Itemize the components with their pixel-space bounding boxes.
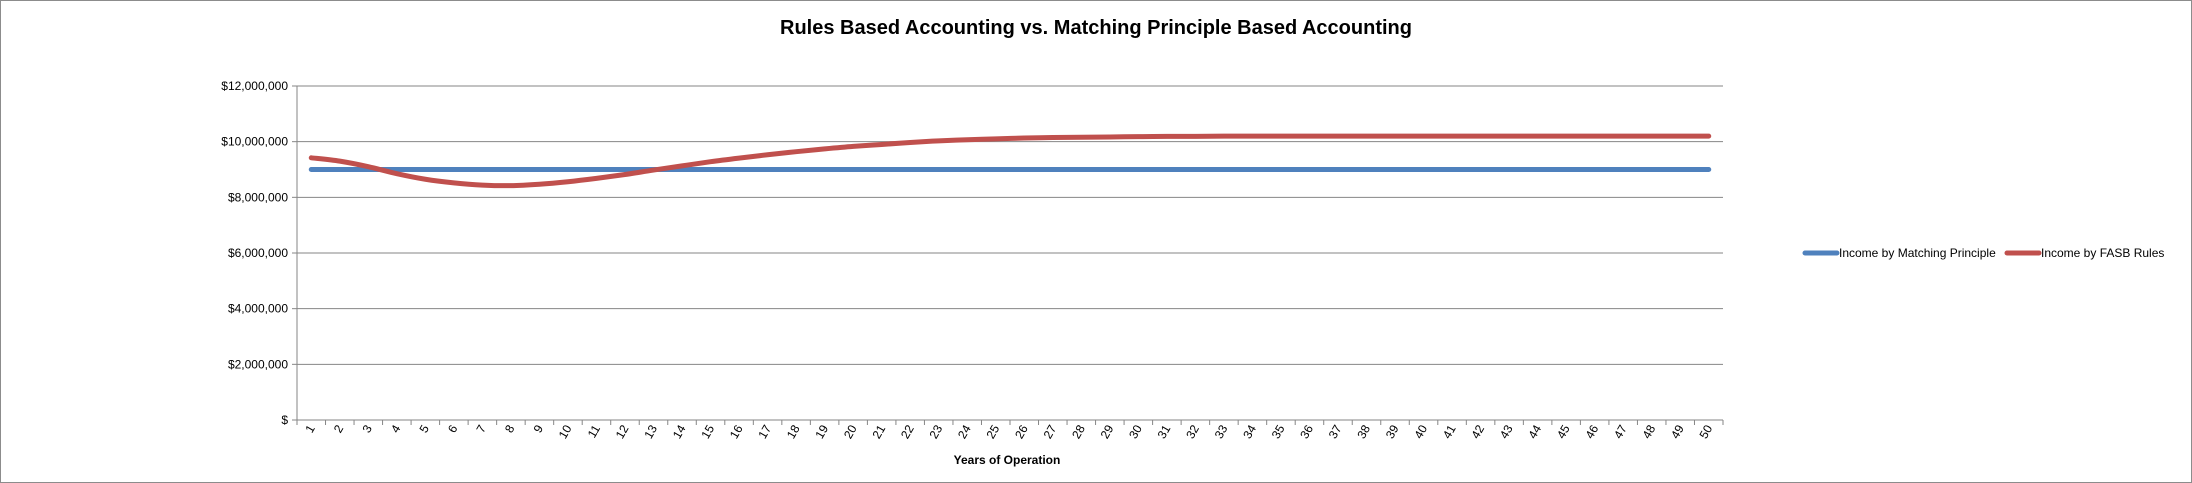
x-tick-label: 49 xyxy=(1668,422,1687,441)
x-tick-label: 9 xyxy=(531,422,547,435)
x-tick-label: 42 xyxy=(1468,422,1487,441)
x-tick-label: 22 xyxy=(898,422,917,441)
x-tick-label: 43 xyxy=(1497,422,1516,441)
y-tick-label: $4,000,000 xyxy=(228,302,288,316)
x-tick-label: 5 xyxy=(416,422,432,435)
x-tick-label: 16 xyxy=(727,422,746,441)
x-tick-label: 26 xyxy=(1012,422,1031,441)
y-tick-label: $ xyxy=(281,413,288,427)
x-tick-label: 37 xyxy=(1326,422,1345,441)
x-tick-label: 28 xyxy=(1069,422,1088,441)
x-tick-label: 8 xyxy=(502,422,518,435)
x-tick-label: 25 xyxy=(984,422,1003,441)
x-tick-label: 45 xyxy=(1554,422,1573,441)
x-axis-tick-labels: 1 2 3 4 5 6 7 8 9 10 11 12 13 14 15 16 17 18 19 20 21 22 23 24 2… xyxy=(302,422,1715,441)
x-tick-label: 19 xyxy=(812,422,831,441)
x-axis-title: Years of Operation xyxy=(954,453,1061,467)
x-tick-label: 1 xyxy=(302,422,318,435)
y-axis-tick-labels: $ $2,000,000 $4,000,000 $6,000,000 $8,000,00… xyxy=(221,79,288,427)
x-tick-label: 10 xyxy=(556,422,575,441)
x-tick-label: 44 xyxy=(1525,422,1544,441)
x-tick-label: 17 xyxy=(755,422,774,441)
x-tick-label: 29 xyxy=(1098,422,1117,441)
x-tick-label: 47 xyxy=(1611,422,1630,441)
x-tick-label: 36 xyxy=(1297,422,1316,441)
x-tick-label: 40 xyxy=(1411,422,1430,441)
x-tick-label: 39 xyxy=(1383,422,1402,441)
x-tick-label: 7 xyxy=(474,422,490,435)
legend-label-income-by-fasb-rules: Income by FASB Rules xyxy=(2041,246,2164,260)
y-tick-label: $6,000,000 xyxy=(228,246,288,260)
x-tick-label: 12 xyxy=(613,422,632,441)
x-tick-label: 20 xyxy=(841,422,860,441)
x-tick-label: 31 xyxy=(1155,422,1174,441)
x-tick-label: 11 xyxy=(585,422,604,440)
x-tick-label: 23 xyxy=(926,422,945,441)
x-tick-label: 15 xyxy=(698,422,717,441)
x-tick-label: 32 xyxy=(1183,422,1202,441)
x-tick-label: 48 xyxy=(1639,422,1658,441)
series-lines xyxy=(308,133,1712,189)
x-tick-label: 30 xyxy=(1126,422,1145,441)
x-tick-label: 38 xyxy=(1354,422,1373,441)
x-tick-label: 4 xyxy=(388,422,404,435)
x-tick-label: 6 xyxy=(445,422,461,435)
y-tick-label: $10,000,000 xyxy=(221,135,288,149)
x-tick-label: 50 xyxy=(1697,422,1716,441)
x-tick-label: 41 xyxy=(1440,422,1459,441)
x-tick-label: 13 xyxy=(641,422,660,441)
legend: Income by Matching Principle Income by FA… xyxy=(1802,246,2164,260)
x-tick-label: 33 xyxy=(1212,422,1231,441)
x-tick-label: 35 xyxy=(1269,422,1288,441)
series-line-income-by-fasb-rules xyxy=(308,133,1712,189)
x-tick-label: 34 xyxy=(1240,422,1259,441)
axes xyxy=(292,85,1724,425)
x-tick-label: 2 xyxy=(331,422,347,435)
y-tick-label: $8,000,000 xyxy=(228,190,288,204)
x-tick-label: 24 xyxy=(955,422,974,441)
legend-label-income-by-matching-principle: Income by Matching Principle xyxy=(1839,246,1996,260)
y-tick-label: $12,000,000 xyxy=(221,79,288,93)
x-tick-label: 14 xyxy=(670,422,689,441)
chart-title: Rules Based Accounting vs. Matching Prin… xyxy=(780,17,1412,39)
y-tick-label: $2,000,000 xyxy=(228,357,288,371)
x-tick-label: 3 xyxy=(359,422,375,435)
x-tick-label: 27 xyxy=(1041,422,1060,441)
x-tick-label: 21 xyxy=(869,422,888,441)
gridlines xyxy=(297,85,1723,365)
x-tick-label: 46 xyxy=(1582,422,1601,441)
x-tick-label: 18 xyxy=(784,422,803,441)
